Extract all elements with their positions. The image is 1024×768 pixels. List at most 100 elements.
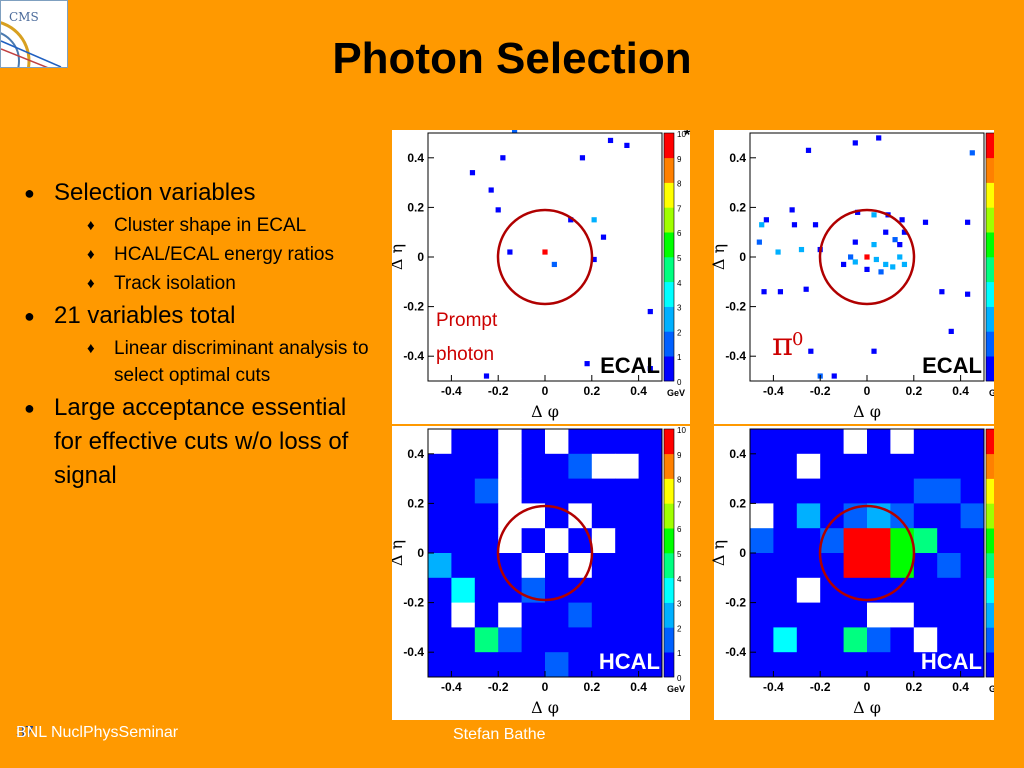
heatmap-cell: [913, 627, 938, 653]
heatmap-cell: [890, 577, 915, 603]
heatmap-cell: [939, 289, 945, 295]
heatmap-cell: [521, 453, 546, 479]
heatmap-cell: [773, 503, 798, 529]
bullet-list: ● Selection variables ♦ Cluster shape in…: [16, 176, 376, 495]
heatmap-cell: [474, 478, 499, 504]
heatmap-cell: [852, 239, 858, 245]
heatmap-cell: [883, 261, 889, 268]
heatmap-cell: [451, 553, 476, 579]
heatmap-cell: [913, 503, 938, 529]
heatmap-cell: [615, 503, 639, 529]
heatmap-cell: [808, 348, 814, 354]
colorbar-segment: [664, 528, 674, 554]
heatmap-cell: [820, 627, 844, 653]
heatmap-cell: [890, 503, 915, 529]
heatmap-cell: [521, 602, 546, 628]
heatmap-cell: [960, 453, 985, 479]
y-axis-label: Δ η: [709, 244, 728, 270]
heatmap-cell: [796, 528, 821, 554]
heatmap-cell: [498, 627, 522, 653]
heatmap-cell: [937, 429, 961, 455]
colorbar-segment: [664, 478, 674, 504]
heatmap-cell: [855, 209, 861, 215]
heatmap-cell: [864, 266, 870, 272]
heatmap-cell: [960, 602, 985, 628]
footer-author: Stefan Bathe: [453, 726, 546, 743]
heatmap-cell: [937, 652, 961, 678]
heatmap-cell: [913, 528, 938, 554]
heatmap-cell: [773, 577, 798, 603]
heatmap-cell: [843, 453, 868, 479]
y-tick-label: -0.2: [725, 596, 746, 610]
y-tick-label: 0.2: [729, 496, 746, 510]
heatmap-cell: [750, 478, 774, 504]
heatmap-cell: [568, 429, 593, 455]
sub-bullet-item: ♦ Track isolation: [16, 270, 376, 297]
heatmap-cell: [843, 553, 868, 579]
x-tick-label: 0.4: [952, 384, 969, 398]
heatmap-cell: [591, 478, 616, 504]
heatmap-cell: [773, 553, 798, 579]
colorbar-frame: [663, 132, 675, 382]
heatmap-cell: [913, 453, 938, 479]
y-tick-label: 0.2: [407, 496, 424, 510]
heatmap-cell: [638, 652, 663, 678]
heatmap-cell: [796, 453, 821, 479]
heatmap-cell: [750, 528, 774, 554]
colorbar-segment: [986, 553, 994, 579]
heatmap-cell: [756, 239, 762, 245]
heatmap-cell: [798, 246, 805, 253]
heatmap-cell: [615, 577, 639, 603]
heatmap-cell: [638, 528, 663, 554]
heatmap-cell: [615, 528, 639, 554]
y-axis-label: Δ η: [709, 540, 728, 566]
heatmap-cell: [591, 503, 616, 529]
colorbar-segment: [664, 356, 674, 382]
x-tick-label: 0.4: [630, 680, 647, 694]
heatmap-cell: [913, 478, 938, 504]
colorbar-segment: [986, 429, 994, 455]
heatmap-cell: [451, 577, 476, 603]
colorbar-tick-label: 1: [677, 353, 682, 362]
colorbar-tick-label: 2: [677, 624, 682, 633]
colorbar-segment: [664, 503, 674, 529]
heatmap-cell: [579, 155, 586, 161]
heatmap-cell: [960, 528, 985, 554]
heatmap-cell: [495, 207, 501, 213]
colorbar-segment: [664, 652, 674, 678]
heatmap-cell: [773, 627, 798, 653]
cms-logo-text: CMS: [9, 10, 39, 24]
heatmap-cell: [498, 503, 522, 529]
heatmap-cell: [867, 553, 891, 579]
heatmap-cell: [960, 652, 985, 678]
heatmap-cell: [864, 254, 870, 260]
heatmap-cell: [483, 373, 490, 379]
heatmap-cell: [591, 453, 616, 479]
heatmap-cell: [901, 261, 908, 268]
colorbar-frame: [985, 428, 994, 678]
y-tick-label: 0: [739, 250, 746, 264]
heatmap-cell: [638, 503, 663, 529]
heatmap-cell: [498, 453, 522, 479]
heatmap-cell: [750, 553, 774, 579]
heatmap-cell: [852, 259, 858, 265]
colorbar-segment: [986, 627, 994, 653]
heatmap-cell: [591, 553, 616, 579]
heatmap-cell: [775, 249, 781, 255]
cms-logo-graphic: [1, 21, 62, 67]
heatmap-cell: [545, 528, 569, 554]
y-tick-label: 0.2: [407, 200, 424, 214]
heatmap-cell: [763, 217, 769, 223]
x-tick-label: 0.2: [583, 384, 600, 398]
heatmap-cell: [545, 627, 569, 653]
colorbar-tick-label: 6: [677, 525, 682, 534]
colorbar-segment: [986, 478, 994, 504]
sub-bullet-text: Track isolation: [114, 273, 236, 294]
x-tick-label: 0.4: [630, 384, 647, 398]
colorbar-segment: [986, 306, 994, 332]
colorbar-unit: GeV: [667, 684, 685, 694]
x-tick-label: 0: [864, 680, 871, 694]
y-tick-label: 0.4: [729, 151, 746, 165]
y-tick-label: -0.2: [725, 300, 746, 314]
heatmap-cell: [521, 528, 546, 554]
